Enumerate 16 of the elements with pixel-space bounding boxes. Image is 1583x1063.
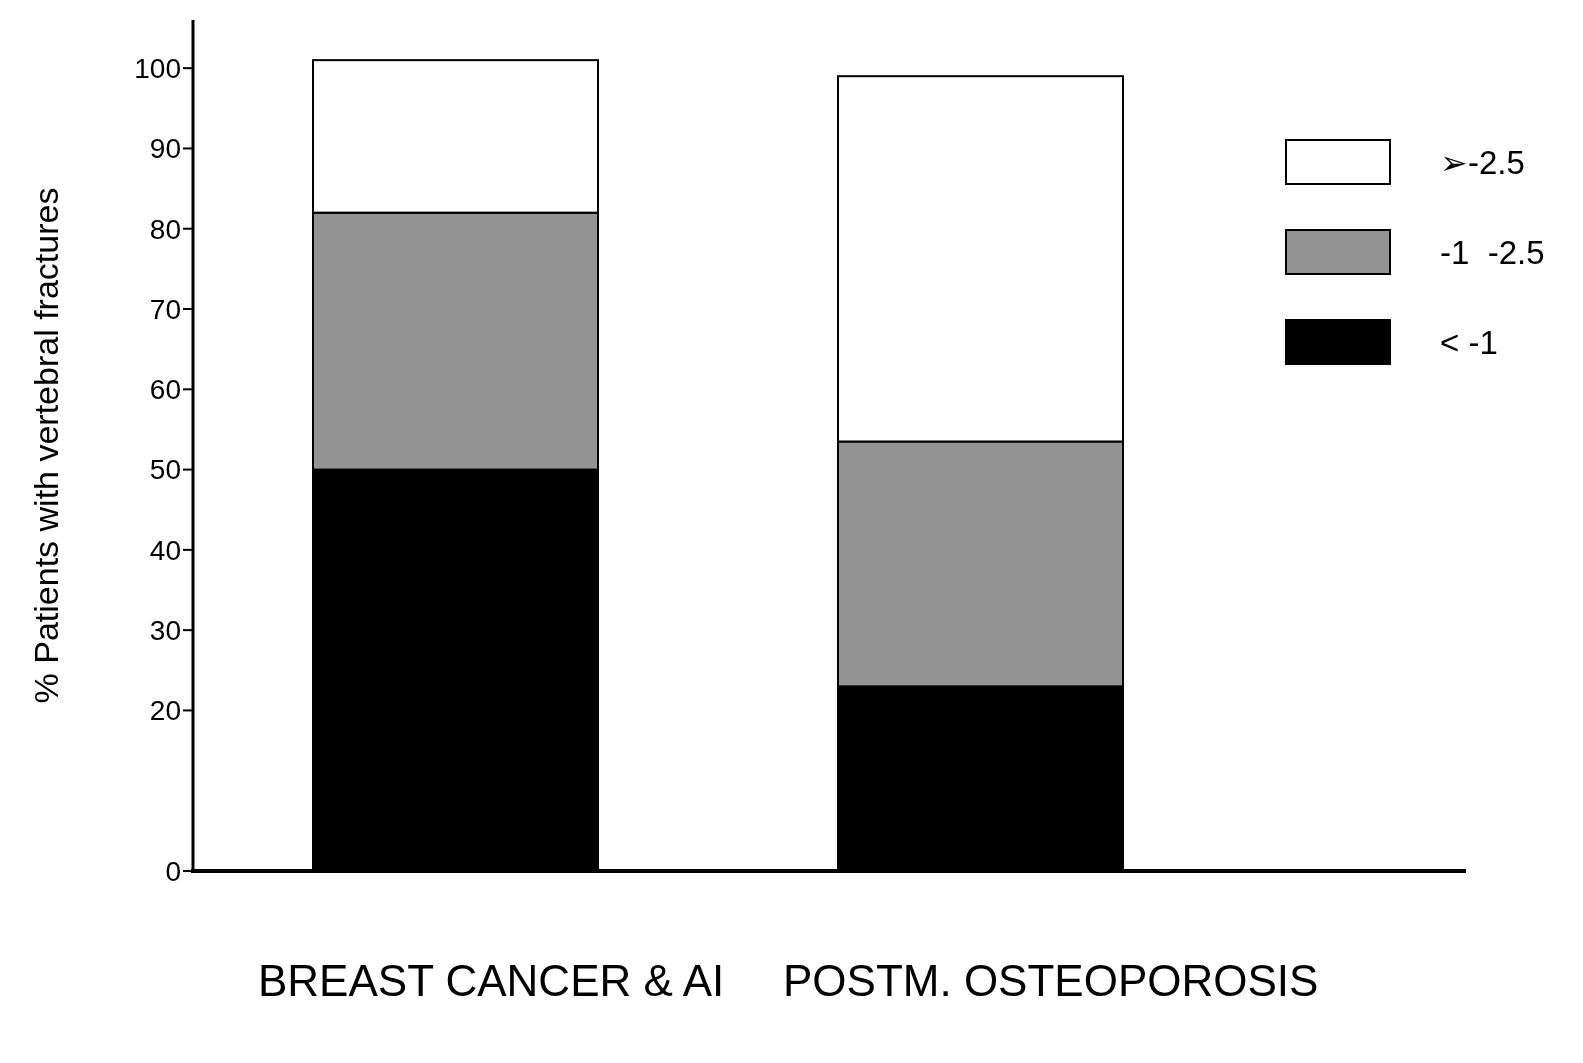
x-tick-label: POSTM. OSTEOPOROSIS (783, 956, 1319, 1005)
legend-label: < -1 (1440, 323, 1498, 361)
y-tick-label: 80 (149, 213, 181, 245)
y-tick-label: 40 (149, 534, 181, 566)
legend-label: -1 -2.5 (1440, 233, 1545, 271)
y-axis-title: % Patients with vertebral fractures (27, 187, 65, 704)
y-tick-label: 60 (149, 374, 181, 406)
y-tick-label: 0 (165, 855, 181, 887)
legend-label: ➢-2.5 (1440, 143, 1525, 181)
y-tick-label: 50 (149, 454, 181, 486)
y-tick-label: 90 (149, 133, 181, 165)
y-tick-label: 20 (149, 695, 181, 727)
x-tick-label: BREAST CANCER & AI (258, 956, 725, 1005)
y-tick-label: 70 (149, 293, 181, 325)
y-tick-label: 30 (149, 614, 181, 646)
y-tick-label: 100 (134, 52, 181, 84)
